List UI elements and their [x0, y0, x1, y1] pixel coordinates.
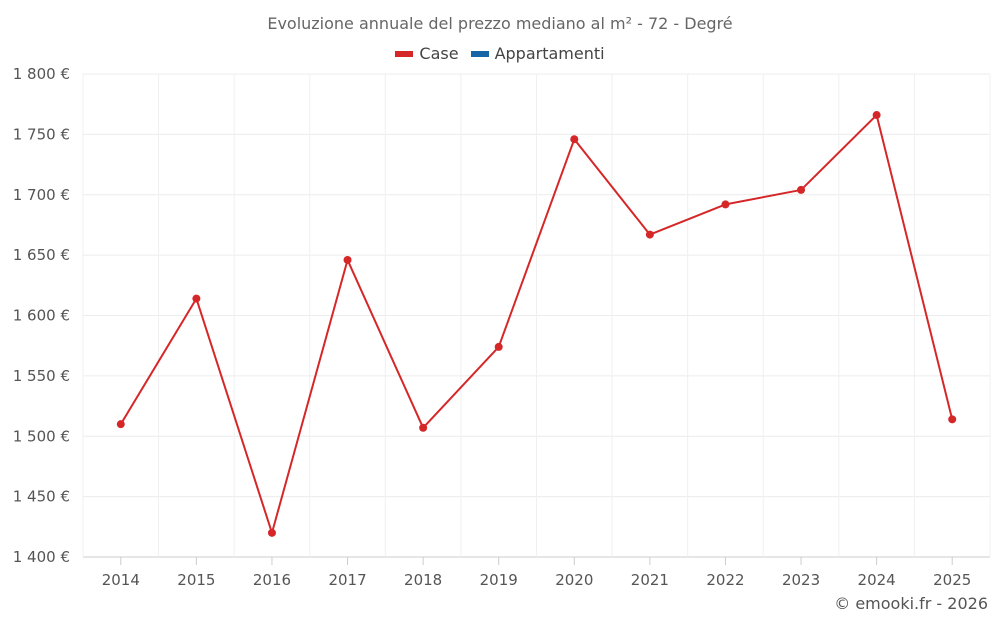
- data-point: [948, 415, 957, 424]
- legend-swatch-case: [395, 50, 414, 57]
- legend-swatch-appartamenti: [470, 50, 489, 57]
- data-point: [419, 423, 428, 432]
- data-point: [267, 528, 276, 537]
- chart-title: Evoluzione annuale del prezzo mediano al…: [267, 14, 733, 33]
- data-point: [872, 111, 881, 120]
- legend-item-appartamenti[interactable]: Appartamenti: [470, 44, 605, 63]
- y-tick-label: 1 800 €: [13, 65, 70, 83]
- y-tick-label: 1 450 €: [13, 488, 70, 506]
- series-line-case: [119, 114, 954, 534]
- x-tick-label: 2025: [933, 571, 971, 589]
- data-point: [797, 185, 806, 194]
- credit-text: © emooki.fr - 2026: [834, 594, 988, 613]
- y-tick-label: 1 600 €: [13, 307, 70, 325]
- legend-label-case: Case: [419, 44, 459, 63]
- data-point: [192, 294, 201, 303]
- x-tick-label: 2015: [177, 571, 215, 589]
- x-tick-label: 2018: [404, 571, 442, 589]
- y-tick-label: 1 750 €: [13, 125, 70, 143]
- legend-label-appartamenti: Appartamenti: [494, 44, 605, 63]
- data-point: [494, 342, 503, 351]
- data-point: [645, 230, 654, 239]
- x-tick-label: 2020: [555, 571, 593, 589]
- data-point: [343, 255, 352, 264]
- x-tick-label: 2017: [328, 571, 366, 589]
- x-tick-label: 2023: [782, 571, 820, 589]
- y-tick-label: 1 700 €: [13, 186, 70, 204]
- data-point: [116, 420, 125, 429]
- y-tick-label: 1 650 €: [13, 246, 70, 264]
- data-point: [721, 200, 730, 209]
- x-tick-label: 2014: [102, 571, 140, 589]
- x-tick-label: 2024: [858, 571, 896, 589]
- y-tick-label: 1 400 €: [13, 548, 70, 566]
- x-tick-label: 2021: [631, 571, 669, 589]
- x-tick-label: 2019: [480, 571, 518, 589]
- legend-item-case[interactable]: Case: [395, 44, 459, 63]
- y-tick-label: 1 550 €: [13, 367, 70, 385]
- x-tick-label: 2022: [706, 571, 744, 589]
- chart-legend: Case Appartamenti: [0, 44, 1000, 63]
- y-tick-label: 1 500 €: [13, 427, 70, 445]
- x-tick-label: 2016: [253, 571, 291, 589]
- data-point: [570, 135, 579, 144]
